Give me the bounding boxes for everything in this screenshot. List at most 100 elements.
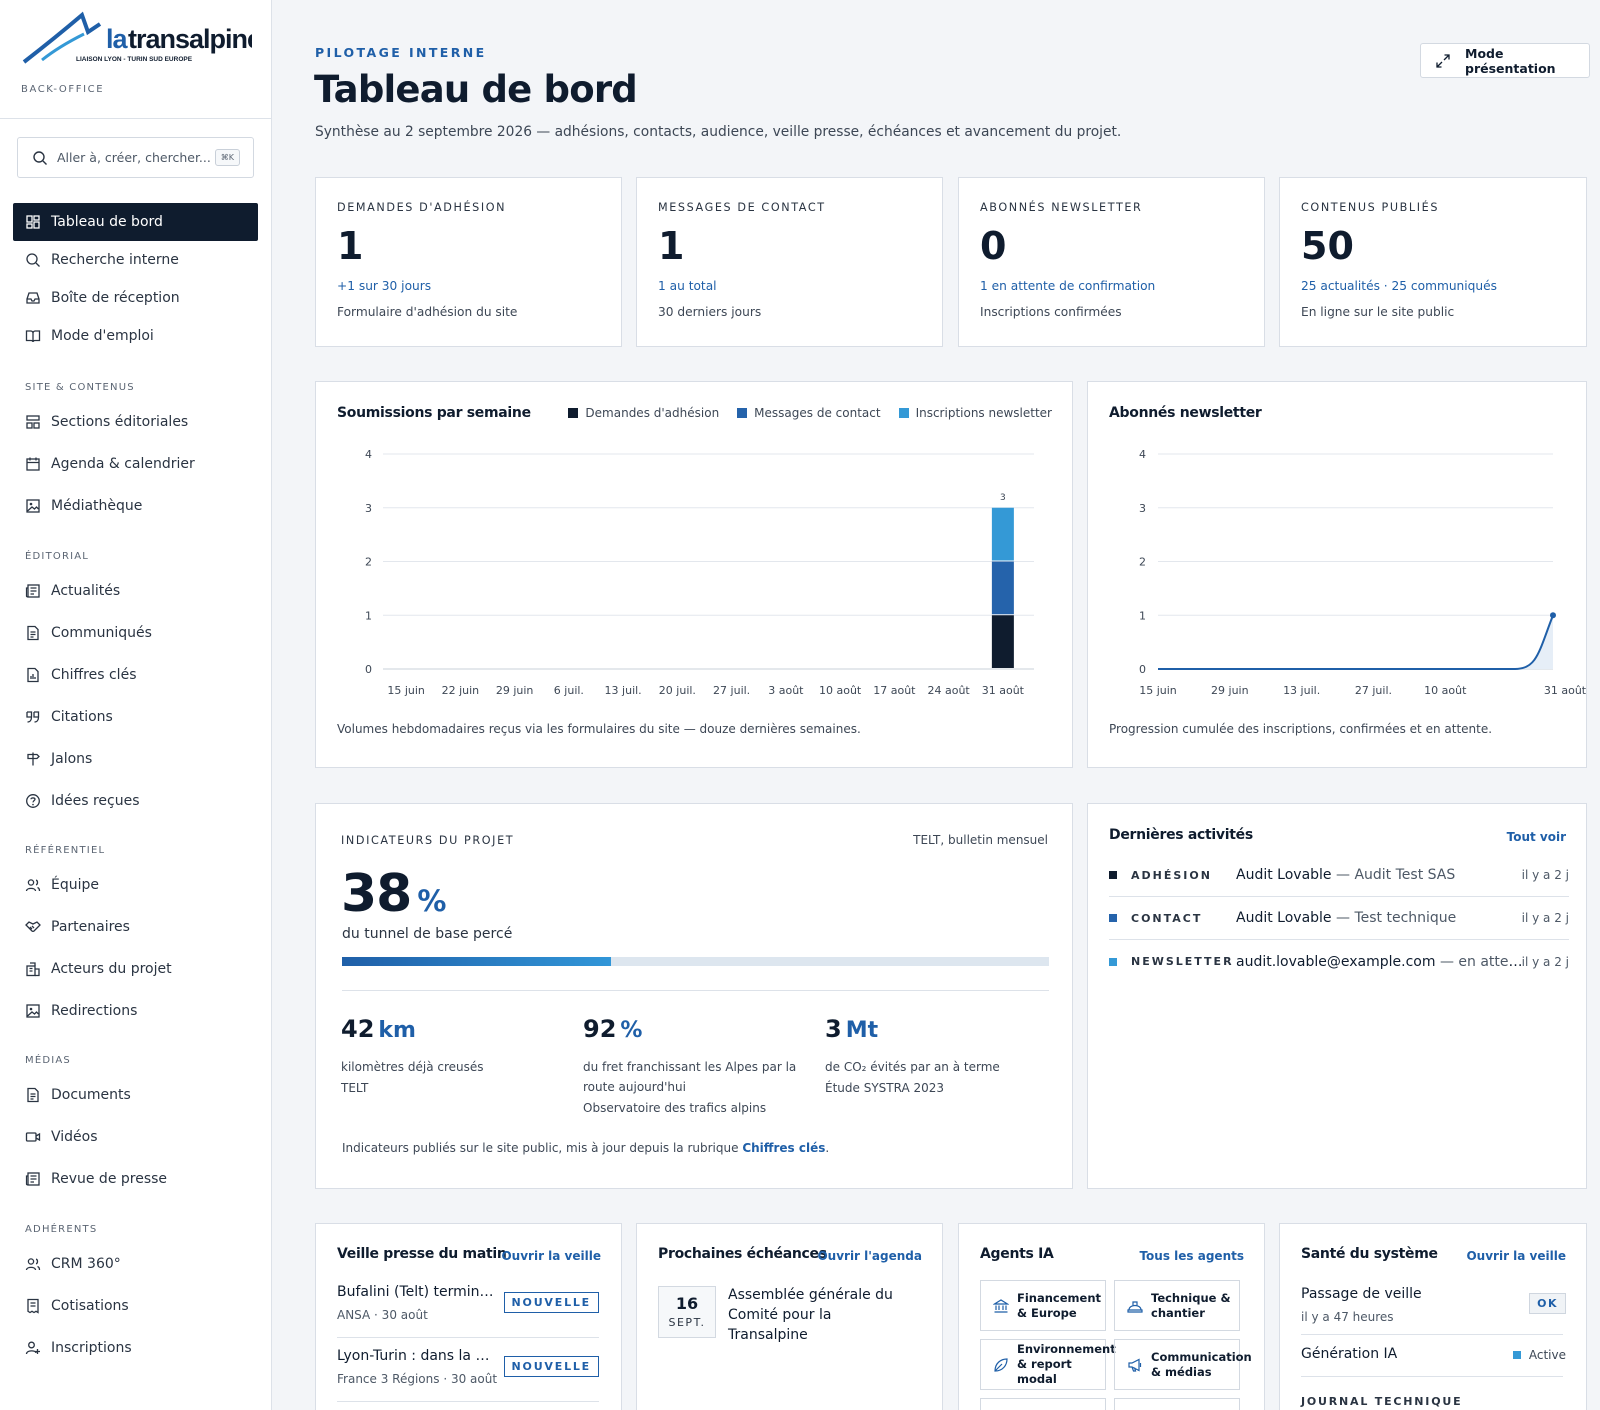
command-search[interactable]: Aller à, créer, chercher... ⌘K xyxy=(17,137,254,178)
agent-technical[interactable]: Technique & chantier xyxy=(1114,1280,1240,1331)
sidebar-item-partners[interactable]: Partenaires xyxy=(13,908,258,946)
chart-caption: Progression cumulée des inscriptions, co… xyxy=(1109,722,1493,736)
brand-logo[interactable]: la transalpine LIAISON LYON - TURIN SUD … xyxy=(22,10,252,70)
y-tick-label: 2 xyxy=(365,556,372,569)
legend-item: Demandes d'adhésion xyxy=(568,406,719,420)
sidebar-item-press-review[interactable]: Revue de presse xyxy=(13,1160,258,1198)
latest-activities-card: Dernières activités Tout voir ADHÉSION A… xyxy=(1087,803,1587,1189)
all-agents-link[interactable]: Tous les agents xyxy=(1139,1249,1244,1263)
bar-segment xyxy=(991,507,1014,561)
see-all-link[interactable]: Tout voir xyxy=(1506,830,1566,844)
new-badge: NOUVELLE xyxy=(503,1292,599,1313)
agent-environment[interactable]: Environnement & report modal xyxy=(980,1339,1116,1390)
stat-value: 3 xyxy=(825,1015,842,1043)
event-title[interactable]: Assemblée générale du Comité pour la Tra… xyxy=(728,1287,893,1343)
activity-row[interactable]: ADHÉSION Audit Lovable — Audit Test SAS … xyxy=(1109,854,1569,897)
y-tick-label: 3 xyxy=(1139,502,1146,515)
sidebar-item-project-actors[interactable]: Acteurs du projet xyxy=(13,950,258,988)
sidebar-item-videos[interactable]: Vidéos xyxy=(13,1118,258,1156)
x-tick-label: 13 juil. xyxy=(605,684,642,697)
kpi-note: Inscriptions confirmées xyxy=(980,305,1122,319)
event-date: 16 SEPT. xyxy=(658,1286,716,1338)
press-item[interactable]: Bufalini (Telt) termina... ANSA · 30 aoû… xyxy=(337,1276,599,1338)
sidebar-item-redirects[interactable]: Redirections xyxy=(13,992,258,1030)
sidebar-item-label: Acteurs du projet xyxy=(51,961,172,977)
sidebar-item-label: Actualités xyxy=(51,583,121,599)
activity-row[interactable]: NEWSLETTER audit.lovable@example.com — e… xyxy=(1109,940,1569,983)
press-item[interactable]: Lyon-Turin : dans la va... France 3 Régi… xyxy=(337,1340,599,1402)
open-watch-link[interactable]: Ouvrir la veille xyxy=(1466,1249,1566,1263)
event-day: 16 xyxy=(675,1294,699,1313)
kpi-trend: 25 actualités · 25 communiqués xyxy=(1301,279,1497,293)
sidebar-item-key-figures[interactable]: Chiffres clés xyxy=(13,656,258,694)
sidebar-item-media-library[interactable]: Médiathèque xyxy=(13,487,258,525)
key-figures-link[interactable]: Chiffres clés xyxy=(742,1141,826,1155)
agent-more[interactable] xyxy=(980,1398,1106,1410)
kpi-card-newsletter[interactable]: ABONNÉS NEWSLETTER 0 1 en attente de con… xyxy=(958,177,1265,347)
sidebar-item-registrations[interactable]: Inscriptions xyxy=(13,1329,258,1367)
presentation-mode-button[interactable]: Mode présentation xyxy=(1420,43,1590,78)
activity-type: CONTACT xyxy=(1131,911,1203,925)
bar-total-label: 3 xyxy=(1000,493,1006,503)
redirect-icon xyxy=(26,1004,40,1018)
kpi-card-contact[interactable]: MESSAGES DE CONTACT 1 1 au total 30 dern… xyxy=(636,177,943,347)
nav-section-reference: RÉFÉRENTIEL xyxy=(25,845,106,856)
tunnel-progress-bar xyxy=(342,957,1049,966)
kpi-card-membership[interactable]: DEMANDES D'ADHÉSION 1 +1 sur 30 jours Fo… xyxy=(315,177,622,347)
veille-status-badge: OK xyxy=(1529,1293,1566,1314)
x-tick-label: 24 août xyxy=(928,684,971,697)
agent-communication[interactable]: Communication & médias xyxy=(1114,1339,1252,1390)
sidebar-item-dues[interactable]: Cotisations xyxy=(13,1287,258,1325)
sidebar-item-documents[interactable]: Documents xyxy=(13,1076,258,1114)
activity-main: Audit Lovable xyxy=(1236,910,1332,926)
stat-unit: % xyxy=(620,1018,643,1043)
sidebar-item-guide[interactable]: Mode d'emploi xyxy=(13,317,258,355)
sidebar-item-dashboard[interactable]: Tableau de bord xyxy=(13,203,258,241)
x-tick-label: 10 août xyxy=(1424,684,1467,697)
bank-icon xyxy=(993,1298,1009,1313)
x-tick-label: 17 août xyxy=(873,684,916,697)
svg-text:LIAISON LYON - TURIN SUD EUROP: LIAISON LYON - TURIN SUD EUROPE xyxy=(76,56,193,63)
press-watch-card: Veille presse du matin Ouvrir la veille … xyxy=(315,1223,622,1410)
nav-section-site: SITE & CONTENUS xyxy=(25,382,135,393)
sidebar-item-inbox[interactable]: Boîte de réception xyxy=(13,279,258,317)
open-press-link[interactable]: Ouvrir la veille xyxy=(501,1249,601,1263)
sidebar-item-label: Revue de presse xyxy=(51,1171,168,1187)
x-tick-label: 31 août xyxy=(982,684,1025,697)
x-tick-label: 29 juin xyxy=(496,684,534,697)
handshake-icon xyxy=(25,921,41,933)
open-agenda-link[interactable]: Ouvrir l'agenda xyxy=(817,1249,922,1263)
sidebar-item-milestones[interactable]: Jalons xyxy=(13,740,258,778)
kpi-value: 0 xyxy=(980,224,1007,268)
indicators-footer: Indicateurs publiés sur le site public, … xyxy=(342,1141,829,1155)
sidebar-item-crm[interactable]: CRM 360° xyxy=(13,1245,258,1283)
kpi-trend: 1 au total xyxy=(658,279,717,293)
sidebar-item-search[interactable]: Recherche interne xyxy=(13,241,258,279)
page-eyebrow: PILOTAGE INTERNE xyxy=(315,45,487,60)
book-icon xyxy=(25,330,41,343)
activity-row[interactable]: CONTACT Audit Lovable — Test technique i… xyxy=(1109,897,1569,940)
kpi-card-content[interactable]: CONTENUS PUBLIÉS 50 25 actualités · 25 c… xyxy=(1279,177,1587,347)
x-tick-label: 15 juin xyxy=(387,684,425,697)
sidebar-item-label: Inscriptions xyxy=(51,1340,132,1356)
sidebar-item-agenda[interactable]: Agenda & calendrier xyxy=(13,445,258,483)
kpi-trend: 1 en attente de confirmation xyxy=(980,279,1156,293)
agent-more[interactable] xyxy=(1114,1398,1240,1410)
legend-swatch xyxy=(568,408,579,418)
sidebar-item-team[interactable]: Équipe xyxy=(13,866,258,904)
y-tick-label: 1 xyxy=(1139,609,1146,622)
sidebar-item-label: Idées reçues xyxy=(51,793,140,809)
sidebar-item-press-releases[interactable]: Communiqués xyxy=(13,614,258,652)
sidebar-item-misconceptions[interactable]: Idées reçues xyxy=(13,782,258,820)
health-divider xyxy=(1301,1334,1563,1335)
sidebar: la transalpine LIAISON LYON - TURIN SUD … xyxy=(0,0,272,1410)
agent-finance[interactable]: Financement & Europe xyxy=(980,1280,1106,1331)
hardhat-icon xyxy=(1127,1300,1143,1313)
agent-label: Communication & médias xyxy=(1151,1349,1252,1379)
press-item-meta: France 3 Régions · 30 août xyxy=(337,1372,498,1386)
sidebar-item-sections[interactable]: Sections éditoriales xyxy=(13,403,258,441)
indicators-source: TELT, bulletin mensuel xyxy=(913,833,1048,847)
status-dot xyxy=(1512,1351,1521,1359)
sidebar-item-quotes[interactable]: Citations xyxy=(13,698,258,736)
sidebar-item-news[interactable]: Actualités xyxy=(13,572,258,610)
